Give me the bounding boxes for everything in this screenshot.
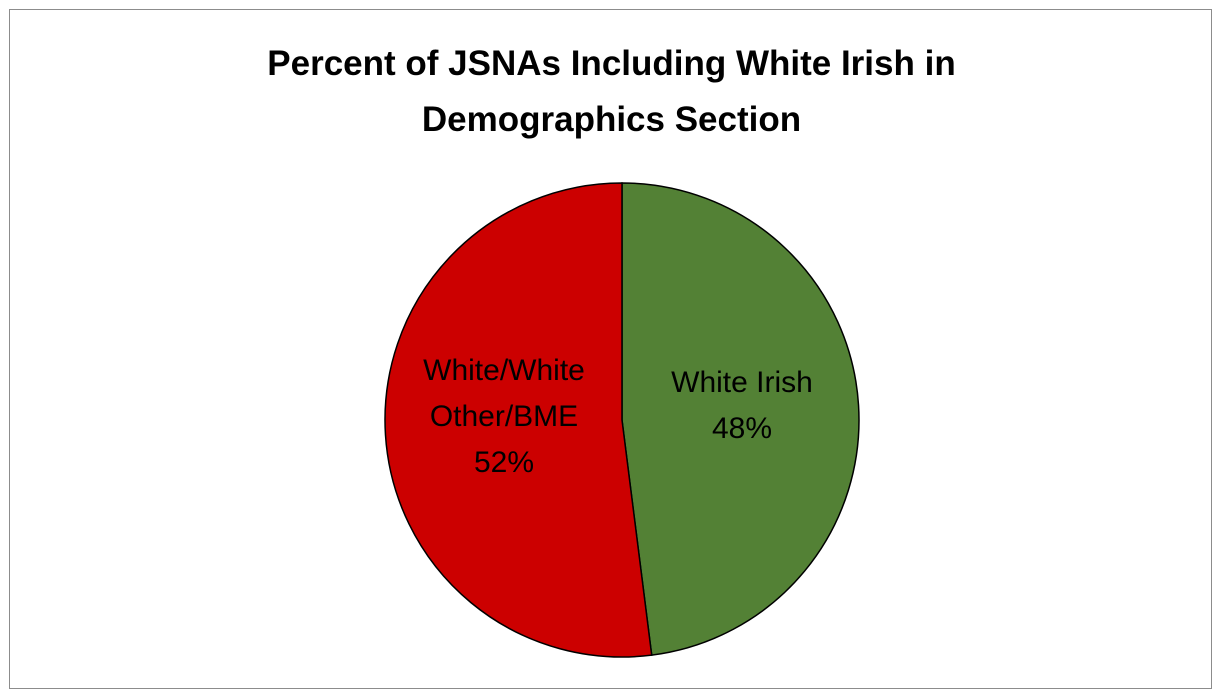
pie-slice-label-line-1-1: White Irish	[671, 366, 813, 399]
pie-slice-label-line-2-2: Other/BME	[430, 400, 578, 433]
pie-slice-percent-1: 48%	[712, 412, 772, 445]
chart-title-line-1: Percent of JSNAs Including White Irish i…	[267, 44, 956, 83]
pie-slice-2	[384, 182, 653, 658]
pie-slice-label-1: White Irish 48%	[671, 366, 813, 445]
pie-slice-label-line-2-1: White/White	[423, 354, 585, 387]
chart-title-line-2: Demographics Section	[421, 100, 802, 139]
pie-slice-label-2: White/White Other/BME 52%	[423, 354, 585, 479]
pie-slice-percent-2: 52%	[474, 446, 534, 479]
chart-title: Percent of JSNAs Including White Irish i…	[0, 36, 1223, 148]
pie-slice-1	[621, 182, 860, 656]
pie-chart: White Irish 48% White/White Other/BME 52%	[384, 182, 860, 658]
